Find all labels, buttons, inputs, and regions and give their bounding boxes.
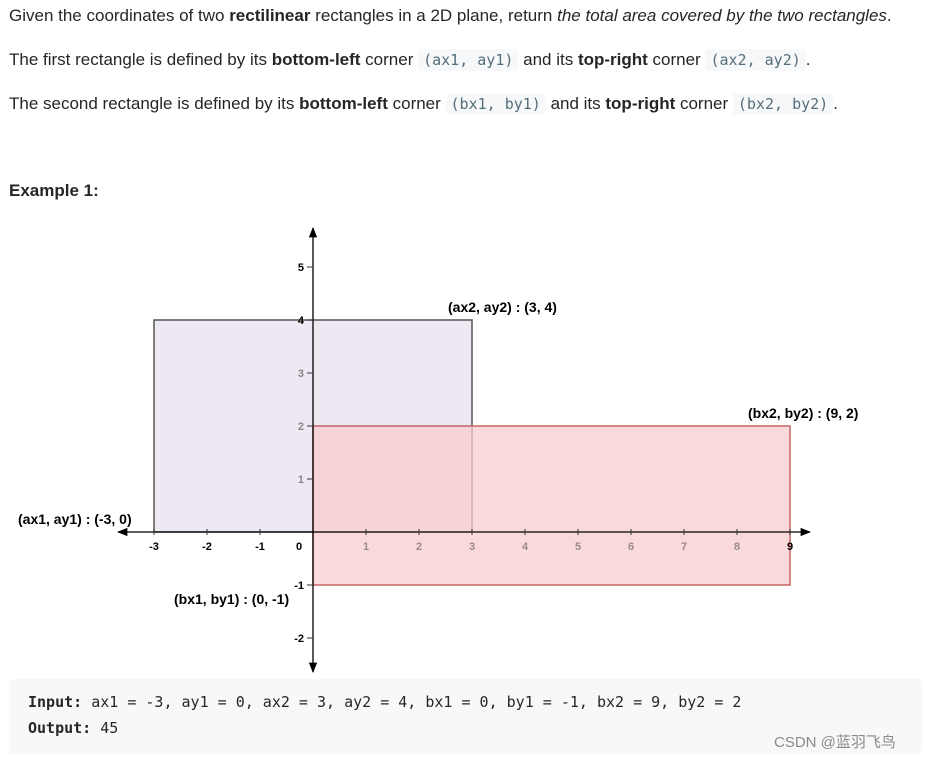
x-tick-label: 4: [522, 541, 529, 553]
x-tick-label: 7: [681, 541, 687, 553]
text: and its: [518, 50, 578, 69]
inline-code: (ax1, ay1): [418, 49, 519, 71]
y-tick-label: -1: [294, 580, 304, 592]
y-tick-label: 4: [298, 315, 305, 327]
input-value: ax1 = -3, ay1 = 0, ax2 = 3, ay2 = 4, bx1…: [82, 693, 742, 711]
problem-paragraph-2: The first rectangle is defined by its bo…: [9, 48, 811, 72]
example-code-block: Input: ax1 = -3, ay1 = 0, ax2 = 3, ay2 =…: [9, 679, 922, 754]
inline-code: (ax2, ay2): [705, 49, 806, 71]
output-line: Output: 45: [28, 719, 118, 737]
y-tick-label: 3: [298, 368, 304, 380]
x-tick-label: 0: [296, 541, 302, 553]
label-a-bottom-left: (ax1, ay1) : (-3, 0): [18, 511, 132, 527]
text: corner: [647, 50, 706, 69]
bold-text: bottom-left: [299, 94, 388, 113]
x-tick-label: 3: [469, 541, 475, 553]
x-tick-label: -1: [255, 541, 265, 553]
text: The second rectangle is defined by its: [9, 94, 300, 113]
label-b-top-right: (bx2, by2) : (9, 2): [748, 405, 858, 421]
bold-text: rectilinear: [229, 6, 311, 25]
x-tick-label: -3: [149, 541, 159, 553]
problem-paragraph-1: Given the coordinates of two rectilinear…: [9, 4, 892, 28]
x-tick-label: 6: [628, 541, 634, 553]
watermark: CSDN @蓝羽飞鸟: [774, 734, 896, 751]
input-label: Input:: [28, 693, 83, 711]
label-b-bottom-left: (bx1, by1) : (0, -1): [174, 591, 289, 607]
x-tick-label: -2: [202, 541, 212, 553]
text: .: [805, 50, 811, 69]
input-line: Input: ax1 = -3, ay1 = 0, ax2 = 3, ay2 =…: [28, 693, 741, 711]
label-a-top-right: (ax2, ay2) : (3, 4): [448, 299, 557, 315]
italic-text: the total area covered by the two rectan…: [557, 6, 887, 25]
inline-code: (bx2, by2): [732, 93, 834, 115]
inline-code: (bx1, by1): [445, 93, 546, 115]
x-tick-label: 9: [787, 541, 793, 553]
bold-text: top-right: [605, 94, 676, 113]
rectangles-figure: -3 -2 -1 0 1 2 3 4 5 6 7 8 9 -2 -1 1 2 3 4 5 (ax2, ay2) : (…: [18, 226, 858, 674]
text: .: [886, 6, 892, 25]
text: The first rectangle is defined by its: [9, 50, 272, 69]
text: .: [833, 94, 838, 113]
text: rectangles in a 2D plane, return: [310, 6, 558, 25]
y-tick-label: 1: [298, 474, 304, 486]
rectangle-b: [312, 425, 791, 586]
x-tick-label: 8: [734, 541, 740, 553]
y-tick-label: 2: [298, 421, 304, 433]
text: corner: [675, 94, 733, 113]
problem-paragraph-3: The second rectangle is defined by its b…: [9, 92, 838, 116]
y-tick-label: 5: [298, 262, 304, 274]
x-tick-label: 1: [363, 541, 369, 553]
text: corner: [360, 50, 419, 69]
example-heading: Example 1:: [9, 181, 99, 200]
text: and its: [545, 94, 606, 113]
bold-text: bottom-left: [271, 50, 361, 69]
text: corner: [387, 94, 446, 113]
bold-text: top-right: [577, 50, 648, 69]
output-value: 45: [91, 719, 119, 737]
output-label: Output:: [28, 719, 92, 737]
x-tick-label: 2: [416, 541, 422, 553]
x-tick-label: 5: [575, 541, 581, 553]
y-tick-label: -2: [294, 633, 304, 645]
text: Given the coordinates of two: [9, 6, 230, 25]
